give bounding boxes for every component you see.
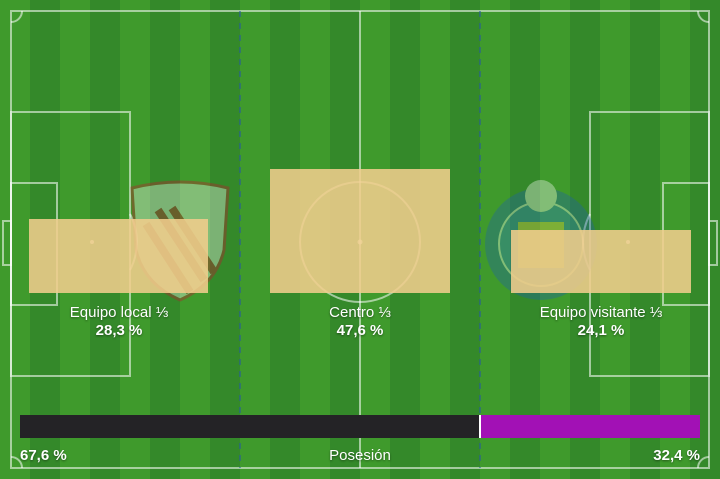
away-third-value: 24,1 % [577, 322, 625, 339]
possession-divider [478, 415, 481, 438]
home-possession-value: 67,6 % [20, 447, 67, 464]
possession-bar [20, 415, 700, 438]
center-third-value: 47,6 % [336, 322, 384, 339]
home-third-value: 28,3 % [95, 322, 143, 339]
center-third-label: Centro ⅓ [329, 304, 391, 321]
center-third-bar [270, 169, 450, 293]
home-possession-fill [20, 415, 479, 438]
away-third-stat: Equipo visitante ⅓ 24,1 % [501, 304, 701, 340]
away-third-label: Equipo visitante ⅓ [539, 304, 663, 321]
away-third-bar [511, 230, 691, 293]
possession-label: Posesión [329, 447, 391, 464]
home-third-label: Equipo local ⅓ [69, 304, 169, 321]
home-third-bar [29, 219, 208, 293]
away-possession-value: 32,4 % [653, 447, 700, 464]
away-possession-fill [480, 415, 700, 438]
center-third-stat: Centro ⅓ 47,6 % [260, 304, 460, 340]
home-third-stat: Equipo local ⅓ 28,3 % [19, 304, 219, 340]
